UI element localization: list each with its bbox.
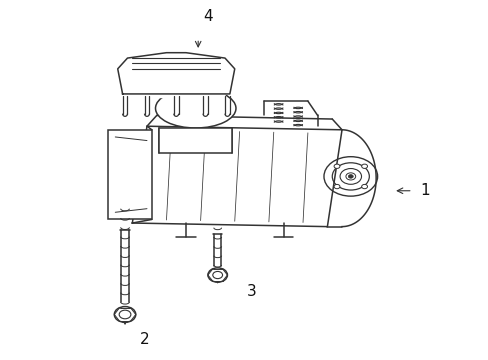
Text: 4: 4 <box>203 9 212 24</box>
Circle shape <box>347 175 352 178</box>
Ellipse shape <box>155 89 236 128</box>
Text: 1: 1 <box>419 183 429 198</box>
Polygon shape <box>341 130 375 226</box>
Circle shape <box>114 307 136 322</box>
Polygon shape <box>127 62 224 98</box>
Circle shape <box>119 310 131 319</box>
Bar <box>108 130 152 220</box>
Text: 3: 3 <box>246 284 256 299</box>
Circle shape <box>207 268 227 282</box>
Text: 2: 2 <box>140 332 149 347</box>
Circle shape <box>361 164 367 168</box>
Circle shape <box>333 164 339 168</box>
Polygon shape <box>118 53 234 94</box>
Polygon shape <box>132 126 341 226</box>
Circle shape <box>212 271 222 279</box>
Circle shape <box>333 184 339 189</box>
Bar <box>159 128 232 153</box>
Circle shape <box>361 184 367 189</box>
